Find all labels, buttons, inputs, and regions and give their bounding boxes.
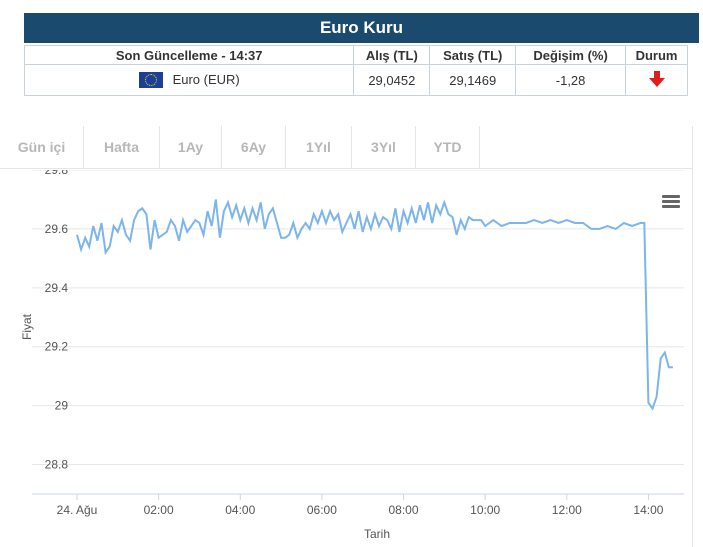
col-last-update: Son Güncelleme - 14:37 xyxy=(23,45,355,65)
x-axis-title: Tarih xyxy=(364,527,390,541)
x-axis: 24. Ağu 02:00 04:00 06:00 08:00 10:00 12:00 14:… xyxy=(32,493,684,517)
y-tick-label: 29 xyxy=(55,399,69,413)
eu-flag-icon xyxy=(138,72,163,89)
page-title-text: Euro Kuru xyxy=(319,18,404,37)
down-arrow-icon xyxy=(648,70,665,87)
tab-week[interactable]: Hafta xyxy=(84,126,160,168)
table-header-row: Son Güncelleme - 14:37 Alış (TL) Satış (… xyxy=(23,45,688,65)
currency-cell: Euro (EUR) xyxy=(23,64,355,96)
tab-ytd[interactable]: YTD xyxy=(416,126,480,168)
y-tick-label: 29.6 xyxy=(45,222,69,236)
tab-1-month[interactable]: 1Ay xyxy=(160,126,222,168)
x-tick-label: 14:00 xyxy=(633,503,663,517)
x-tick-label: 06:00 xyxy=(307,503,337,517)
col-buy: Alış (TL) xyxy=(353,45,431,65)
y-tick-label: 29.4 xyxy=(45,281,69,295)
rates-table: Son Güncelleme - 14:37 Alış (TL) Satış (… xyxy=(23,45,688,96)
chart-top-border xyxy=(0,168,693,169)
chart-grid xyxy=(32,170,684,466)
status-cell xyxy=(625,64,688,96)
tab-intraday[interactable]: Gün içi xyxy=(0,126,84,168)
range-tabs: Gün içi Hafta 1Ay 6Ay 1Yıl 3Yıl YTD xyxy=(0,126,480,168)
sell-value: 29,1469 xyxy=(429,64,517,96)
col-status: Durum xyxy=(625,45,688,65)
y-tick-label: 29.2 xyxy=(45,340,69,354)
chart-right-border xyxy=(692,126,693,547)
y-tick-label: 29.8 xyxy=(45,170,69,177)
currency-name: Euro (EUR) xyxy=(172,71,240,87)
tab-1-year[interactable]: 1Yıl xyxy=(286,126,352,168)
x-tick-label: 04:00 xyxy=(225,503,255,517)
chart-menu-icon[interactable] xyxy=(662,195,680,209)
x-tick-label: 08:00 xyxy=(389,503,419,517)
tab-6-months[interactable]: 6Ay xyxy=(222,126,286,168)
page-title: Euro Kuru xyxy=(24,13,699,43)
buy-value: 29,0452 xyxy=(353,64,431,96)
y-axis-title: Fiyat xyxy=(20,313,34,340)
col-change: Değişim (%) xyxy=(515,45,627,65)
tab-3-years[interactable]: 3Yıl xyxy=(352,126,416,168)
x-tick-label: 12:00 xyxy=(552,503,582,517)
col-sell: Satış (TL) xyxy=(429,45,517,65)
y-axis: 28.8 29 29.2 29.4 29.6 29.8 xyxy=(45,170,69,472)
table-row: Euro (EUR) 29,0452 29,1469 -1,28 xyxy=(23,64,688,96)
x-tick-label: 10:00 xyxy=(470,503,500,517)
series-line xyxy=(76,199,673,411)
price-chart: 24. Ağu 02:00 04:00 06:00 08:00 10:00 12:00 14:… xyxy=(20,170,684,541)
change-value: -1,28 xyxy=(515,64,627,96)
x-tick-label: 24. Ağu xyxy=(57,503,98,517)
x-tick-label: 02:00 xyxy=(144,503,174,517)
y-tick-label: 28.8 xyxy=(45,458,69,472)
